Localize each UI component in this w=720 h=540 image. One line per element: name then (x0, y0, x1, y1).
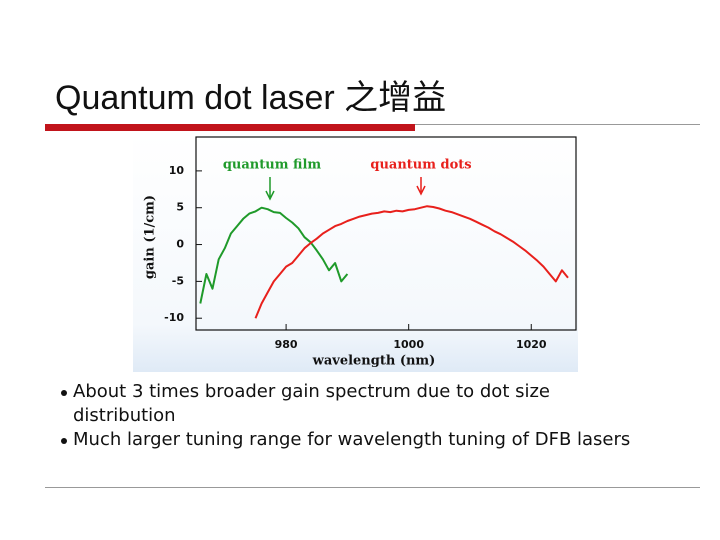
bullet: Much larger tuning range for wavelength … (60, 428, 640, 452)
x-tick-label: 1020 (516, 338, 547, 351)
bullet: About 3 times broader gain spectrum due … (60, 380, 640, 428)
y-axis-label: gain (1/cm) (143, 195, 158, 279)
title-rule (415, 124, 700, 125)
x-axis-label: wavelength (nm) (312, 354, 436, 369)
series-line (254, 205, 569, 319)
x-tick-label: 1000 (393, 338, 424, 351)
y-tick-label: 5 (176, 201, 184, 214)
bullet-dot (61, 438, 67, 444)
title-accent (45, 124, 415, 131)
annotation: quantum dots (370, 158, 471, 173)
arrow (265, 177, 275, 201)
bullet-list: About 3 times broader gain spectrum due … (60, 380, 640, 452)
footer-rule (45, 487, 700, 488)
bullet-text: About 3 times broader gain spectrum due … (73, 381, 550, 426)
series-line (199, 206, 349, 304)
y-tick-label: 10 (169, 164, 185, 177)
bullet-dot (61, 390, 67, 396)
x-tick-label: 980 (275, 338, 298, 351)
y-tick-label: 0 (176, 238, 184, 251)
arrow (416, 177, 426, 196)
y-tick-label: -10 (164, 311, 184, 324)
chart-background (133, 133, 578, 372)
bullet-text: Much larger tuning range for wavelength … (73, 429, 631, 450)
annotation: quantum film (223, 158, 322, 173)
plot-frame (195, 136, 577, 331)
y-tick-label: -5 (172, 274, 184, 287)
slide-title: Quantum dot laser 之增益 (55, 79, 447, 117)
